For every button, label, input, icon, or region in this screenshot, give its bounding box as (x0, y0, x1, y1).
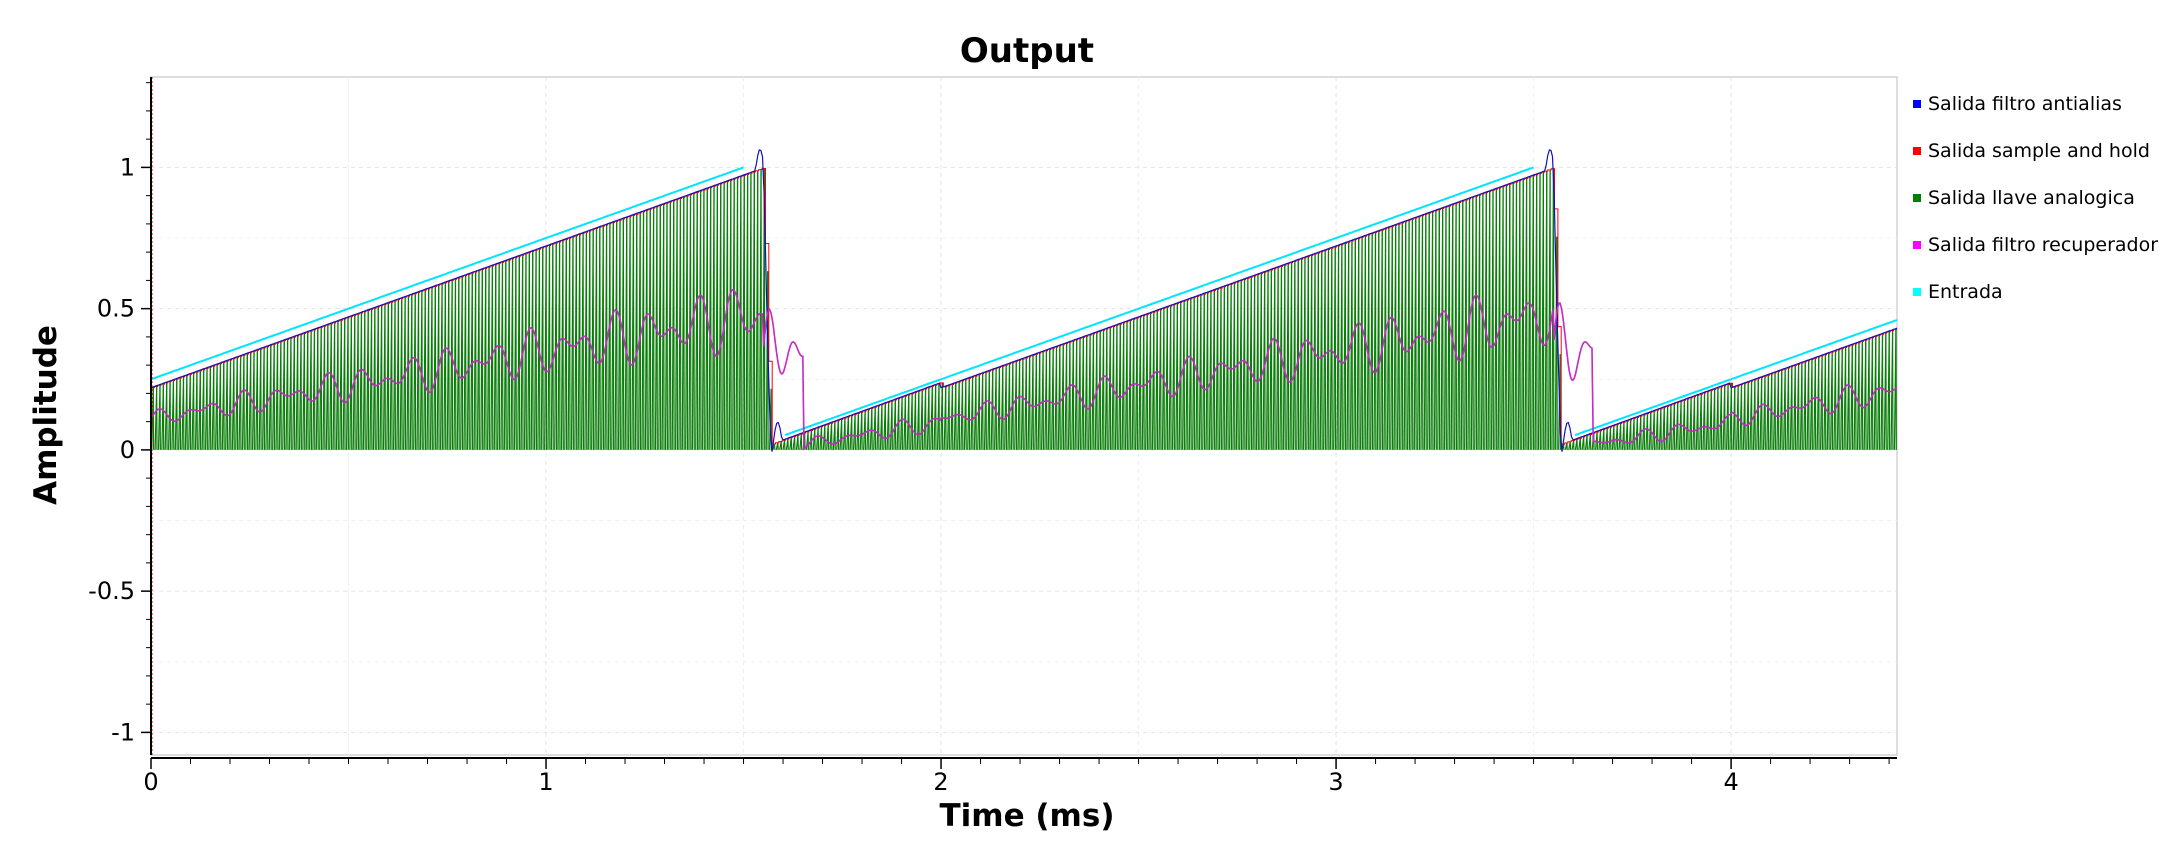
axes: 0 1 2 3 4 1 0.5 0 -0.5 -1 (88, 77, 1897, 796)
legend-item-antialias[interactable]: Salida filtro antialias (1913, 80, 2158, 127)
legend-swatch (1913, 240, 1921, 249)
x-tick-label: 1 (538, 768, 553, 796)
legend-swatch (1913, 146, 1921, 155)
legend-item-sample-and-hold[interactable]: Salida sample and hold (1913, 127, 2158, 174)
legend-label: Salida sample and hold (1928, 139, 2150, 162)
legend-item-llave-analogica[interactable]: Salida llave analogica (1913, 174, 2158, 221)
legend-label: Salida llave analogica (1928, 186, 2135, 209)
x-tick-label: 3 (1328, 768, 1343, 796)
y-tick-label: 1 (120, 153, 135, 181)
legend-swatch (1913, 193, 1921, 202)
legend-swatch (1913, 99, 1921, 108)
grid (150, 76, 1898, 756)
legend-label: Entrada (1928, 280, 2003, 303)
x-tick-label: 0 (143, 768, 158, 796)
y-axis-label: Amplitude (28, 325, 64, 505)
series-layer (150, 77, 1898, 755)
series-filtro-recuperador-shadow (150, 289, 1897, 450)
legend: Salida filtro antialias Salida sample an… (1913, 80, 2158, 315)
series-filtro-recuperador (150, 288, 1898, 451)
legend-item-entrada[interactable]: Entrada (1913, 268, 2158, 315)
legend-label: Salida filtro recuperador (1928, 233, 2159, 256)
legend-label: Salida filtro antialias (1928, 92, 2122, 115)
x-tick-label: 2 (933, 768, 948, 796)
x-axis-label: Time (ms) (940, 798, 1115, 834)
chart-title: Output (960, 31, 1094, 71)
series-entrada (150, 166, 1898, 437)
x-tick-label: 4 (1723, 768, 1738, 796)
series-llave-analogica (151, 168, 1897, 451)
legend-swatch (1913, 287, 1921, 296)
y-tick-label: 0 (120, 436, 135, 464)
y-tick-label: 0.5 (97, 295, 135, 323)
plot-frame (150, 76, 1898, 756)
y-tick-label: -0.5 (88, 577, 135, 605)
series-antialias (150, 149, 1898, 452)
y-tick-label: -1 (111, 718, 135, 746)
legend-item-filtro-recuperador[interactable]: Salida filtro recuperador (1913, 221, 2158, 268)
series-sample-and-hold (151, 167, 1897, 445)
